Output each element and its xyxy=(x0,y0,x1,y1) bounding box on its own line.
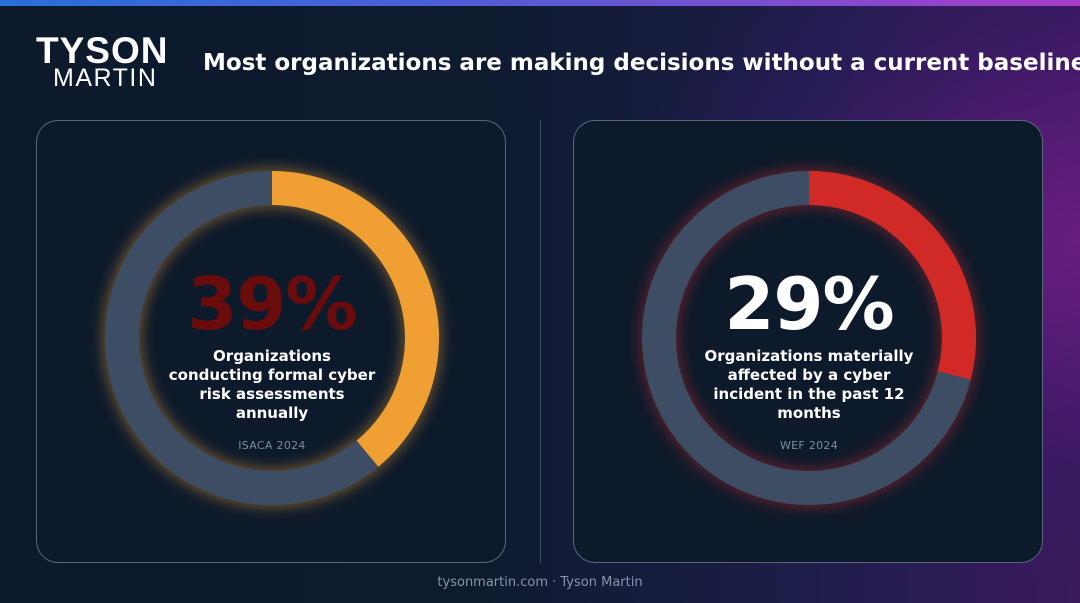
stat-card-incidents: 29% Organizations materially affected by… xyxy=(573,120,1043,563)
stat-description: Organizations materially affected by a c… xyxy=(704,347,914,422)
stat-source: WEF 2024 xyxy=(779,439,839,452)
footer-credit: tysonmartin.com · Tyson Martin xyxy=(437,575,643,590)
stat-center-incidents: 29% Organizations materially affected by… xyxy=(659,261,959,452)
donut-chart-assessments xyxy=(103,169,441,507)
panel-divider xyxy=(540,120,541,563)
stat-value: 29% xyxy=(724,262,894,346)
donut-chart-incidents xyxy=(640,169,978,507)
stat-value: 39% xyxy=(187,262,357,346)
stat-card-assessments: 39% Organizations conducting formal cybe… xyxy=(36,120,506,563)
stat-description: Organizations conducting formal cyber ri… xyxy=(168,347,376,422)
donut-segment-value xyxy=(642,171,976,505)
logo-line-2: MARTIN xyxy=(53,64,158,92)
brand-logo: TYSON MARTIN xyxy=(36,30,176,92)
page-title: Most organizations are making decisions … xyxy=(203,50,1080,76)
logo-line-1: TYSON xyxy=(36,30,169,71)
stat-center-assessments: 39% Organizations conducting formal cybe… xyxy=(122,261,422,452)
donut-segment-value xyxy=(105,171,439,505)
stat-source: ISACA 2024 xyxy=(238,439,306,452)
top-accent-bar xyxy=(0,0,1080,6)
